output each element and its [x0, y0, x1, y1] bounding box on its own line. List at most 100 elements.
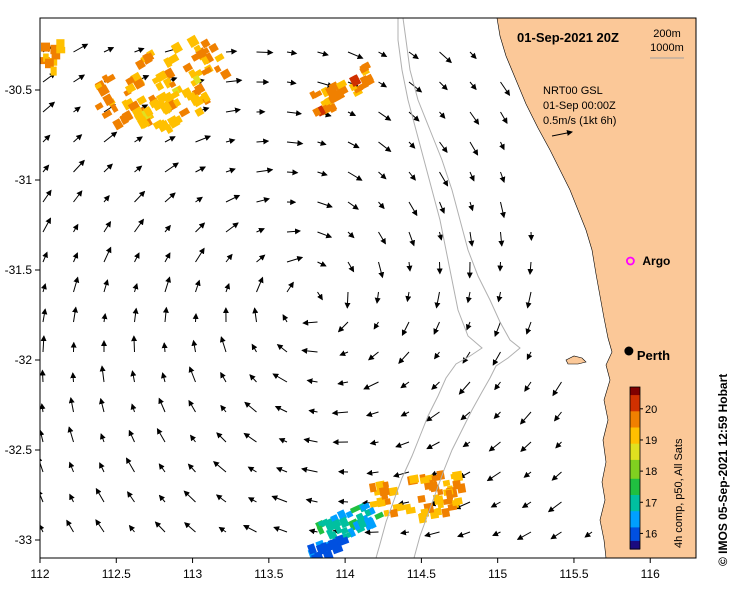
current-arrow: [439, 111, 446, 119]
current-arrow: [103, 195, 110, 203]
depth-legend-1000m: 1000m: [650, 42, 684, 54]
sst-pixel: [345, 510, 354, 519]
current-arrow: [132, 307, 139, 323]
colorbar-tick-label: 17: [645, 497, 657, 509]
sst-pixel: [94, 82, 103, 91]
colorbar-segment: [630, 435, 640, 439]
current-arrow: [547, 501, 562, 513]
current-arrow: [247, 466, 257, 473]
current-arrow: [225, 167, 236, 174]
current-arrow: [286, 110, 302, 117]
colorbar-tick-label: 20: [645, 404, 657, 416]
depth-legend-200m: 200m: [653, 28, 681, 40]
current-arrow: [378, 111, 392, 121]
sst-pixel: [50, 66, 57, 76]
current-arrow: [408, 51, 419, 60]
current-arrow: [256, 254, 266, 263]
current-arrow: [103, 47, 115, 53]
current-arrow: [40, 335, 47, 353]
colorbar-segment: [630, 484, 640, 488]
colorbar-segment: [630, 505, 640, 510]
current-arrow: [243, 432, 257, 443]
current-arrow: [158, 397, 166, 413]
sst-pixel: [136, 95, 148, 106]
current-arrow: [347, 231, 355, 239]
current-arrow: [73, 43, 89, 53]
current-arrow: [303, 437, 318, 444]
current-arrow: [67, 426, 74, 443]
current-arrow: [378, 201, 385, 210]
argo-label: Argo: [642, 254, 670, 268]
current-arrow: [256, 227, 265, 234]
current-arrow: [42, 189, 52, 203]
current-arrow: [425, 411, 440, 422]
current-arrow: [244, 401, 257, 413]
current-arrow: [219, 336, 227, 353]
sst-patch-south-patch-warm: [368, 470, 467, 524]
colorbar-segment: [630, 462, 640, 466]
sst-pixel: [306, 543, 317, 555]
sst-pixel: [317, 518, 330, 528]
sst-pixel: [109, 102, 119, 113]
current-arrow: [286, 79, 297, 86]
sst-pixel: [193, 98, 204, 108]
colorbar-segment: [630, 392, 640, 396]
current-arrow: [101, 313, 108, 323]
current-arrow: [347, 171, 363, 181]
current-arrow: [339, 350, 349, 357]
current-arrow: [527, 261, 534, 275]
current-arrow: [225, 194, 241, 203]
current-arrow: [103, 246, 112, 263]
current-arrow: [154, 521, 166, 533]
current-arrow: [134, 136, 143, 143]
current-arrow: [496, 291, 503, 303]
sst-pixel: [41, 42, 50, 52]
current-arrow: [195, 247, 205, 263]
lat-tick-label: -32.5: [5, 443, 33, 457]
current-arrow: [188, 399, 196, 413]
current-arrow: [469, 111, 480, 125]
sst-pixel: [185, 91, 197, 101]
colorbar-segment: [630, 500, 640, 504]
current-arrow: [424, 531, 440, 538]
lon-tick-label: 115.5: [559, 567, 588, 581]
sst-pixel: [367, 517, 377, 529]
current-arrow: [183, 490, 196, 503]
current-arrow: [72, 223, 79, 233]
current-arrow: [225, 253, 233, 263]
sst-pixel: [188, 69, 198, 79]
current-arrow: [400, 410, 410, 417]
colorbar-segment: [630, 438, 640, 442]
colorbar-segment: [630, 411, 640, 415]
current-arrow: [273, 526, 288, 533]
sst-pixel: [94, 102, 104, 111]
sst-pixel: [151, 75, 162, 85]
current-arrow: [128, 429, 135, 443]
product-name: NRT00 GSL: [543, 85, 603, 97]
sst-pixel: [51, 50, 61, 60]
sst-pixel: [323, 97, 332, 106]
colorbar-segment: [630, 403, 640, 407]
current-arrow: [439, 81, 448, 91]
sst-pixel: [145, 52, 155, 62]
current-arrow: [497, 261, 504, 272]
lat-tick-label: -32: [15, 353, 33, 367]
current-arrow: [40, 369, 46, 383]
sst-pixel: [378, 486, 390, 497]
current-arrow: [553, 411, 562, 422]
sst-pixel: [442, 479, 451, 487]
current-arrow: [439, 51, 452, 64]
current-arrow: [70, 372, 77, 383]
current-arrow: [271, 495, 288, 503]
current-arrow: [220, 404, 227, 413]
current-arrow: [225, 138, 236, 145]
sst-pixel: [213, 65, 222, 74]
map-title: 01-Sep-2021 20Z: [517, 30, 619, 45]
current-arrow: [243, 525, 257, 533]
current-arrow: [73, 276, 80, 293]
current-arrow: [317, 170, 328, 177]
current-arrow: [516, 531, 532, 540]
colorbar-tick-label: 18: [645, 466, 657, 478]
sst-pixel: [452, 479, 462, 490]
current-arrow: [408, 81, 423, 93]
